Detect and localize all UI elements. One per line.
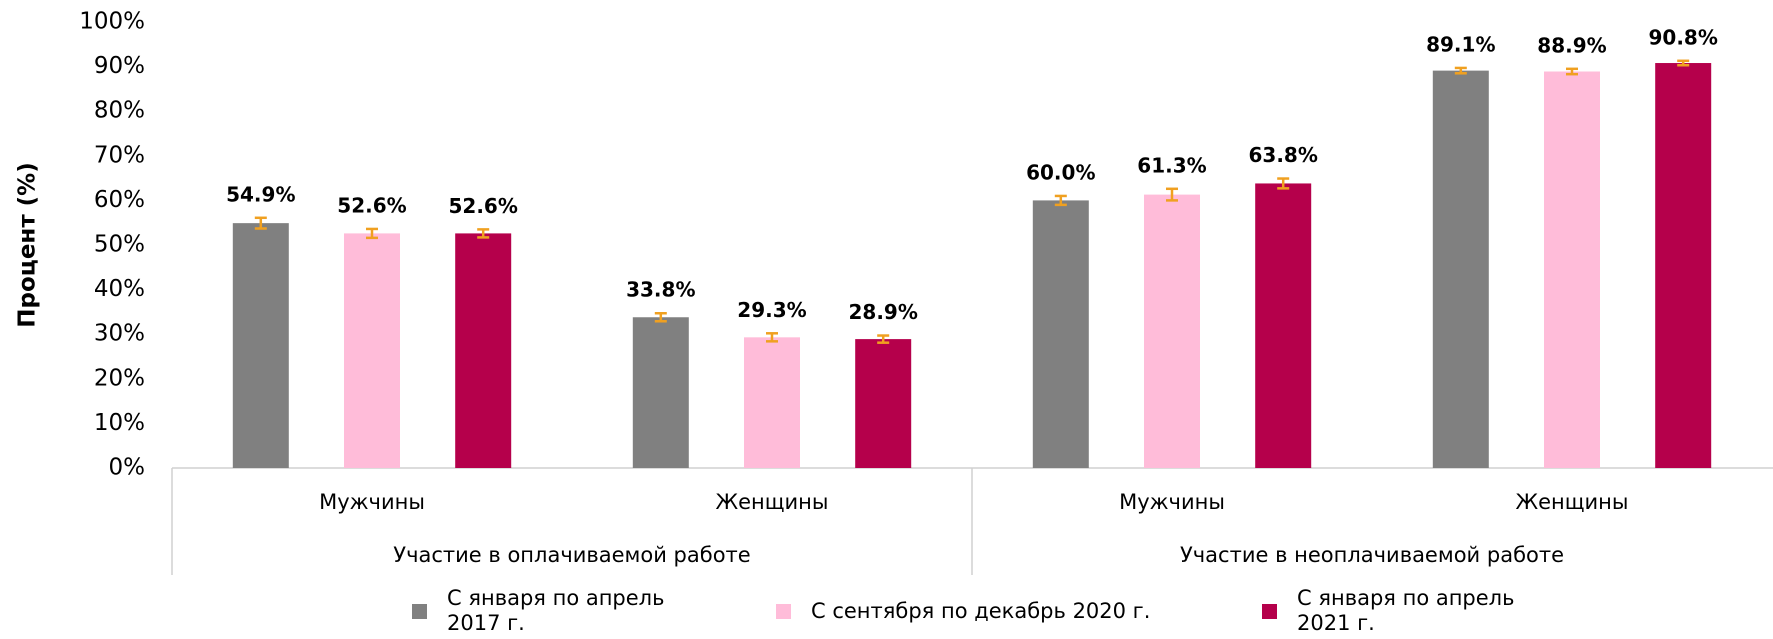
value-label: 54.9%: [226, 182, 295, 206]
y-tick-label: 20%: [94, 365, 145, 391]
error-bar: [1454, 66, 1467, 75]
bar: [1655, 63, 1712, 468]
legend-item: С января по апрель 2021 г.: [1262, 583, 1567, 639]
y-tick-label: 0%: [109, 455, 146, 481]
y-tick-label: 10%: [94, 410, 145, 436]
bar: [344, 233, 400, 468]
error-bar: [366, 227, 378, 240]
value-label: 90.8%: [1649, 25, 1718, 49]
value-label: 63.8%: [1249, 143, 1318, 167]
error-bar: [254, 216, 267, 230]
bar: [1032, 200, 1089, 468]
value-label: 28.9%: [849, 300, 918, 324]
bar: [232, 223, 289, 468]
legend-swatch: [776, 603, 791, 619]
error-bar: [654, 311, 667, 323]
value-label: 33.8%: [626, 278, 695, 302]
error-bar: [1677, 59, 1690, 67]
value-label: 29.3%: [737, 298, 806, 322]
legend-label: С января по апрель 2017 г.: [447, 586, 665, 635]
error-bar: [1277, 177, 1290, 190]
y-tick-label: 100%: [79, 9, 145, 35]
legend-label: С января по апрель 2021 г.: [1297, 586, 1515, 635]
legend-swatch: [1262, 603, 1277, 619]
value-label: 60.0%: [1026, 160, 1095, 184]
error-bar: [1566, 67, 1578, 76]
legend-item: С сентября по декабрь 2020 г.: [776, 583, 1231, 639]
x-tick-label: Мужчины: [1119, 490, 1225, 514]
error-bar: [477, 228, 490, 239]
x-tick-label: Женщины: [715, 490, 828, 514]
bar: [632, 317, 689, 468]
bar: [455, 233, 512, 468]
bar: [1255, 183, 1312, 468]
legend-swatch: [412, 603, 427, 619]
bar: [1144, 194, 1200, 469]
error-bar: [766, 332, 778, 343]
y-tick-label: 90%: [94, 53, 145, 79]
legend-item: С января по апрель 2017 г.: [412, 583, 717, 639]
value-label: 61.3%: [1137, 153, 1206, 177]
bar: [744, 337, 800, 468]
x-tick-label: Мужчины: [319, 490, 425, 514]
group-label: Участие в оплачиваемой работе: [393, 543, 750, 567]
y-tick-label: 30%: [94, 321, 145, 347]
y-tick-label: 80%: [94, 98, 145, 124]
bar: [1432, 70, 1489, 468]
x-tick-label: Женщины: [1515, 490, 1628, 514]
y-tick-label: 60%: [94, 187, 145, 213]
error-bar: [877, 334, 890, 344]
y-axis-label: Процент (%): [15, 162, 41, 327]
bar: [855, 339, 912, 468]
y-tick-label: 70%: [94, 142, 145, 168]
error-bar: [1054, 194, 1067, 207]
error-bar: [1166, 187, 1178, 202]
y-tick-label: 40%: [94, 276, 145, 302]
legend-label: С сентября по декабрь 2020 г.: [811, 598, 1151, 623]
chart: Процент (%) 0% 10% 20% 30% 40% 50% 60% 70% 80% 90…: [15, 9, 1773, 575]
value-label: 88.9%: [1537, 33, 1606, 57]
group-label: Участие в неоплачиваемой работе: [1180, 543, 1564, 567]
value-label: 52.6%: [337, 193, 406, 217]
bar: [1544, 71, 1600, 469]
value-label: 52.6%: [449, 194, 518, 218]
y-tick-label: 50%: [94, 232, 145, 258]
value-label: 89.1%: [1426, 32, 1495, 56]
legend: С января по апрель 2017 г. С сентября по …: [0, 583, 1773, 639]
